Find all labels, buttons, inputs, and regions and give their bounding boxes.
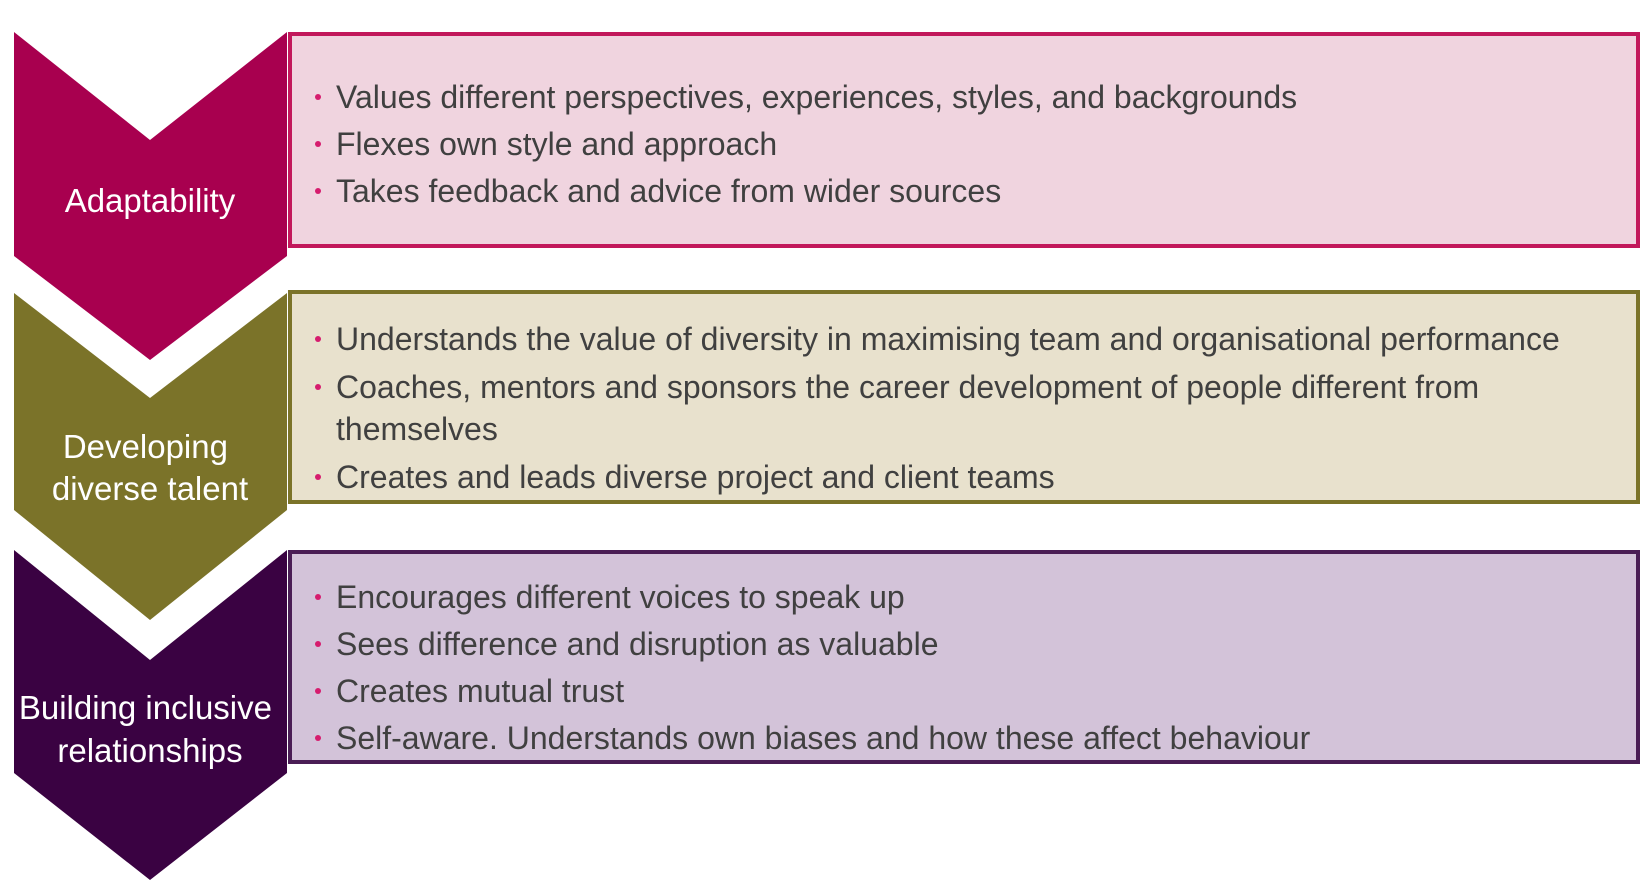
chevron-adaptability xyxy=(14,32,287,360)
bullet-dot-icon xyxy=(315,735,321,741)
list-item-text: Values different perspectives, experienc… xyxy=(336,79,1298,115)
description-box-building-inclusive-relationships: Encourages different voices to speak up … xyxy=(288,550,1640,764)
list-item: Takes feedback and advice from wider sou… xyxy=(312,170,1624,213)
bullet-dot-icon xyxy=(315,336,321,342)
description-box-developing-diverse-talent: Understands the value of diversity in ma… xyxy=(288,290,1640,504)
label-line: Building inclusive xyxy=(19,689,272,726)
label-line: relationships xyxy=(57,732,242,769)
chevron-label-developing-diverse-talent: Developing diverse talent xyxy=(52,428,248,507)
bullet-dot-icon xyxy=(315,474,321,480)
chevron-label-building-inclusive-relationships: Building inclusive relationships xyxy=(19,689,281,769)
label-line: diverse talent xyxy=(52,470,248,507)
list-item: Understands the value of diversity in ma… xyxy=(312,318,1624,360)
list-item-text: Coaches, mentors and sponsors the career… xyxy=(336,369,1480,447)
label-line: Developing xyxy=(63,428,228,465)
list-item: Encourages different voices to speak up xyxy=(312,576,1624,619)
list-item-text: Sees difference and disruption as valuab… xyxy=(336,626,939,662)
bullet-dot-icon xyxy=(315,384,321,390)
list-item-text: Encourages different voices to speak up xyxy=(336,579,905,615)
list-item-text: Creates mutual trust xyxy=(336,673,625,709)
list-item: Creates and leads diverse project and cl… xyxy=(312,456,1624,498)
list-item: Values different perspectives, experienc… xyxy=(312,76,1624,119)
list-item-text: Self-aware. Understands own biases and h… xyxy=(336,720,1311,756)
bullet-dot-icon xyxy=(315,688,321,694)
bullet-dot-icon xyxy=(315,94,321,100)
bullet-dot-icon xyxy=(315,141,321,147)
list-item: Creates mutual trust xyxy=(312,670,1624,713)
list-item: Self-aware. Understands own biases and h… xyxy=(312,717,1624,760)
bullet-list: Encourages different voices to speak up … xyxy=(312,576,1624,764)
bullet-dot-icon xyxy=(315,594,321,600)
bullet-dot-icon xyxy=(315,188,321,194)
bullet-list: Values different perspectives, experienc… xyxy=(312,76,1624,217)
list-item-text: Takes feedback and advice from wider sou… xyxy=(336,173,1002,209)
list-item-text: Understands the value of diversity in ma… xyxy=(336,321,1560,357)
chevron-label-adaptability: Adaptability xyxy=(65,182,236,219)
bullet-list: Understands the value of diversity in ma… xyxy=(312,318,1624,504)
list-item-text: Creates and leads diverse project and cl… xyxy=(336,459,1055,495)
list-item: Flexes own style and approach xyxy=(312,123,1624,166)
label-line: Adaptability xyxy=(65,182,236,219)
list-item-text: Flexes own style and approach xyxy=(336,126,778,162)
list-item: Sees difference and disruption as valuab… xyxy=(312,623,1624,666)
list-item: Coaches, mentors and sponsors the career… xyxy=(312,366,1624,450)
chevron-developing-diverse-talent xyxy=(14,293,287,620)
chevron-building-inclusive-relationships xyxy=(14,550,287,880)
description-box-adaptability: Values different perspectives, experienc… xyxy=(288,32,1640,248)
bullet-dot-icon xyxy=(315,641,321,647)
